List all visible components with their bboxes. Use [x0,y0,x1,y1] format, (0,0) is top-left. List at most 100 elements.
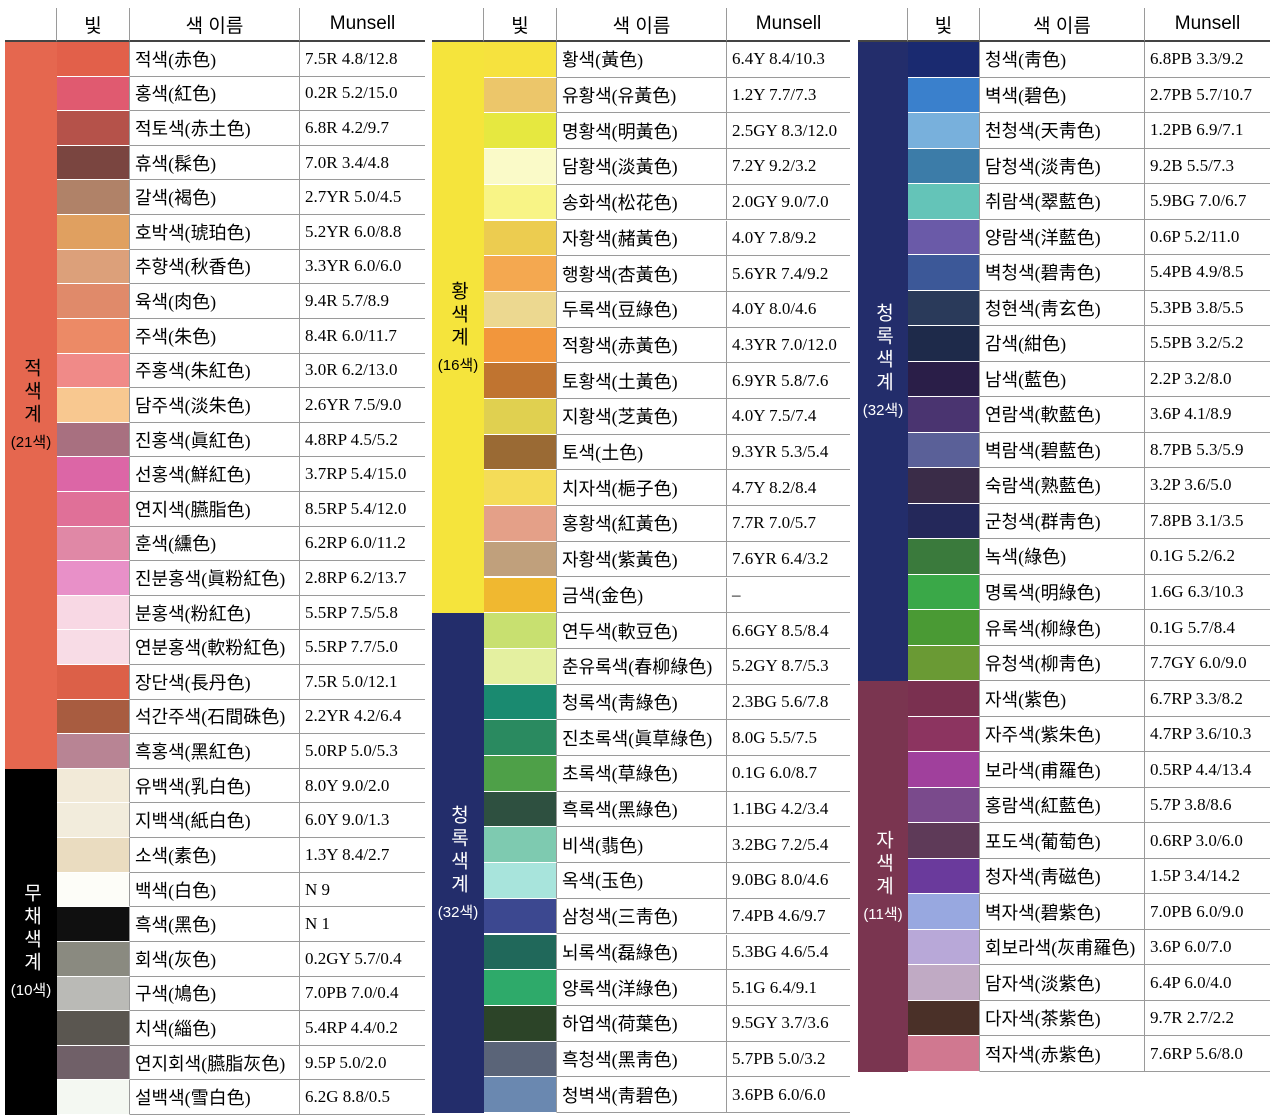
color-name: 갈색(褐色) [130,180,300,216]
munsell-value: 1.1BG 4.2/3.4 [727,792,850,828]
munsell-value: 2.5GY 8.3/12.0 [727,113,850,150]
color-swatch [484,898,557,935]
color-name: 흑색(黑色) [130,907,300,942]
color-name: 설백색(雪白色) [130,1080,300,1115]
color-swatch [484,77,557,114]
munsell-value: 8.4R 6.0/11.7 [300,319,425,354]
color-name: 치자색(梔子色) [557,470,727,507]
munsell-value: 6.9YR 5.8/7.6 [727,363,850,399]
color-swatch [908,113,980,149]
color-swatch [57,180,130,216]
color-name: 보라색(甫羅色) [980,752,1145,788]
group-label: 청록색계 (32색) [858,42,908,682]
color-swatch [484,756,557,792]
color-name: 호박색(琥珀色) [130,215,300,250]
group-label: 청록색계 (32색) [432,613,484,1113]
munsell-value: 9.3YR 5.3/5.4 [727,435,850,471]
munsell-value: 2.7PB 5.7/10.7 [1145,78,1270,114]
header-cell: 색 이름 [557,8,727,42]
color-swatch [57,353,130,389]
munsell-value: 0.1G 5.2/6.2 [1145,539,1270,575]
color-swatch [484,791,557,828]
munsell-value: 6.4P 6.0/4.0 [1145,965,1270,1001]
color-swatch [908,894,980,930]
color-swatch [57,526,130,562]
color-name: 흑홍색(黑紅色) [130,734,300,769]
color-swatch [484,42,557,78]
color-swatch [484,506,557,542]
munsell-value: 4.7Y 8.2/8.4 [727,470,850,507]
munsell-value: 0.5RP 4.4/13.4 [1145,752,1270,788]
color-swatch [57,941,130,977]
color-swatch [484,184,557,221]
color-swatch [908,610,980,646]
color-swatch [908,1036,980,1072]
color-name: 치색(緇色) [130,1011,300,1046]
group-name: 적색계 [20,358,42,428]
munsell-value: 6.2RP 6.0/11.2 [300,527,425,562]
color-swatch [484,256,557,292]
munsell-value: 2.3BG 5.6/7.8 [727,685,850,721]
color-swatch [57,768,130,804]
color-name: 연람색(軟藍色) [980,397,1145,433]
color-name: 담황색(淡黃色) [557,149,727,185]
group-name: 황색계 [447,280,469,350]
color-swatch [908,787,980,824]
color-name: 청록색(靑綠色) [557,684,727,721]
color-name: 감색(紺色) [980,326,1145,362]
color-name: 뇌록색(磊綠色) [557,934,727,971]
color-name: 자주색(紫朱色) [980,716,1145,753]
munsell-value: 0.6RP 3.0/6.0 [1145,823,1270,859]
munsell-value: 2.2YR 4.2/6.4 [300,700,425,735]
color-name: 흑록색(黑綠色) [557,791,727,828]
color-name: 휴색(髹色) [130,145,300,181]
group-name: 청록색계 [872,303,894,396]
munsell-value: 7.8PB 3.1/3.5 [1145,504,1270,540]
color-name: 훈색(纁色) [130,526,300,562]
color-swatch [57,561,130,596]
munsell-value: 9.4R 5.7/8.9 [300,284,425,319]
header-cell: 색 이름 [130,8,300,42]
munsell-value: 9.0BG 8.0/4.6 [727,863,850,899]
color-swatch [484,613,557,649]
color-swatch [484,827,557,864]
color-name: 삼청색(三靑色) [557,898,727,935]
color-swatch [908,716,980,753]
color-swatch [57,1080,130,1115]
color-name: 청자색(靑磁色) [980,858,1145,895]
color-name: 진분홍색(眞粉紅色) [130,561,300,596]
munsell-value: N 9 [300,873,425,908]
munsell-value: 0.1G 5.7/8.4 [1145,610,1270,646]
color-name: 금색(金色) [557,577,727,614]
color-swatch [57,491,130,527]
munsell-value: 7.0R 3.4/4.8 [300,146,425,181]
color-swatch [908,929,980,966]
group-count: (21색) [10,434,52,452]
munsell-value: 3.3YR 6.0/6.0 [300,250,425,285]
munsell-value: 9.5P 5.0/2.0 [300,1046,425,1081]
munsell-value: 7.7GY 6.0/9.0 [1145,646,1270,682]
color-swatch [908,77,980,114]
munsell-value: 0.6P 5.2/11.0 [1145,220,1270,256]
header-blank [858,8,908,42]
color-swatch [57,872,130,908]
color-swatch [57,630,130,666]
header-cell: Munsell [300,8,425,42]
color-name: 육색(肉色) [130,284,300,319]
munsell-value: 7.2Y 9.2/3.2 [727,149,850,185]
munsell-value: 0.2GY 5.7/0.4 [300,942,425,977]
color-name: 벽자색(碧紫色) [980,894,1145,930]
color-name: 자색(紫色) [980,681,1145,717]
color-swatch [908,290,980,327]
color-name: 유청색(柳靑色) [980,645,1145,682]
color-name: 토황색(土黃色) [557,363,727,399]
color-swatch [484,470,557,507]
color-name: 초록색(草綠色) [557,756,727,792]
color-swatch [484,149,557,185]
color-name: 자황색(赭黃色) [557,220,727,257]
munsell-value: 8.7PB 5.3/5.9 [1145,433,1270,469]
munsell-value: 6.6GY 8.5/8.4 [727,613,850,649]
color-name: 진홍색(眞紅色) [130,422,300,458]
munsell-value: 5.3PB 3.8/5.5 [1145,291,1270,327]
group-count: (32색) [862,402,904,420]
